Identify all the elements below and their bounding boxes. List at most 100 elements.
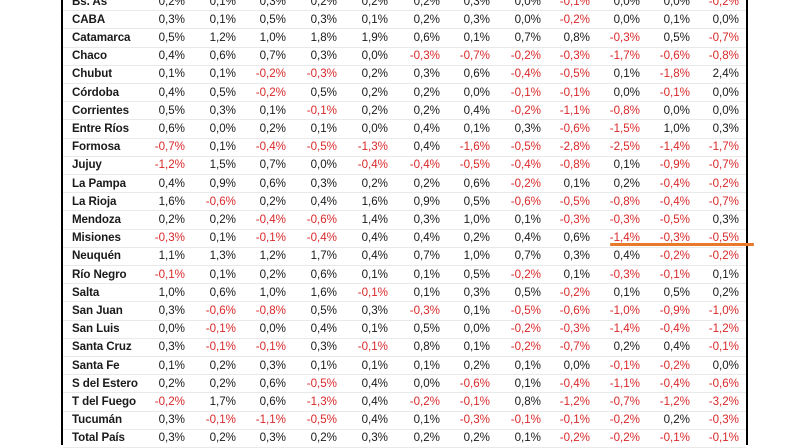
row-label: Mendoza — [72, 212, 121, 226]
row-label: Chubut — [72, 67, 112, 81]
table-cell: 0,1% — [361, 322, 388, 336]
row-label: La Pampa — [72, 176, 126, 190]
row-label: Bs. As — [72, 0, 108, 8]
table-cell: 0,0% — [613, 12, 640, 26]
table-cell: 0,1% — [361, 358, 388, 372]
table-cell: 0,0% — [514, 12, 541, 26]
table-cell: 0,3% — [158, 431, 185, 445]
table-cell: 0,3% — [259, 0, 286, 8]
table-cell: -0,2% — [510, 49, 541, 63]
table-cell: -0,2% — [510, 267, 541, 281]
table-cell: 0,1% — [613, 67, 640, 81]
table-cell: 0,6% — [259, 394, 286, 408]
row-divider — [63, 10, 746, 12]
table-cell: -0,8% — [559, 158, 590, 172]
table-cell: 0,0% — [463, 322, 490, 336]
table-cell: 0,2% — [361, 0, 388, 8]
table-cell: -2,8% — [559, 140, 590, 154]
table-cell: 0,6% — [563, 231, 590, 245]
table-cell: -0,2% — [659, 358, 690, 372]
table-cell: -0,2% — [154, 394, 185, 408]
table-cell: 0,0% — [413, 376, 440, 390]
table-cell: -0,6% — [205, 303, 236, 317]
table-cell: 0,1% — [158, 67, 185, 81]
table-cell: 0,2% — [413, 431, 440, 445]
table-cell: -0,5% — [708, 231, 739, 245]
table-cell: 0,3% — [158, 12, 185, 26]
row-label: Catamarca — [72, 30, 131, 44]
table-cell: -0,3% — [306, 67, 337, 81]
table-cell: 0,6% — [463, 176, 490, 190]
row-divider — [63, 283, 746, 285]
row-label: CABA — [72, 12, 106, 26]
table-cell: 0,6% — [209, 49, 236, 63]
table-cell: 0,4% — [463, 103, 490, 117]
table-cell: 1,0% — [463, 212, 490, 226]
table-cell: 0,1% — [463, 303, 490, 317]
row-divider — [63, 392, 746, 394]
table-cell: 0,2% — [413, 85, 440, 99]
table-cell: 0,7% — [514, 30, 541, 44]
table-cell: -1,2% — [708, 322, 739, 336]
table-cell: 1,5% — [209, 158, 236, 172]
table-cell: 0,4% — [514, 231, 541, 245]
table-cell: 0,7% — [259, 49, 286, 63]
table-row: San Juan 0,3% -0,6% -0,8% 0,5% 0,3% -0,3% 0,1% -… — [63, 302, 746, 320]
table-cell: 1,4% — [361, 212, 388, 226]
table-cell: -0,3% — [708, 413, 739, 427]
table-cell: -0,3% — [559, 49, 590, 63]
table-cell: -0,1% — [659, 267, 690, 281]
table-row: Chaco 0,4% 0,6% 0,7% 0,3% 0,0% -0,3% -0,7% -0,2%… — [63, 47, 746, 65]
table-cell: -0,3% — [154, 231, 185, 245]
table-cell: 0,1% — [259, 103, 286, 117]
table-cell: -0,3% — [659, 231, 690, 245]
table-cell: -0,4% — [659, 322, 690, 336]
table-cell: 0,0% — [663, 0, 690, 8]
table-cell: -0,6% — [708, 376, 739, 390]
table-cell: 0,1% — [209, 67, 236, 81]
table-cell: 0,1% — [209, 267, 236, 281]
table-cell: -0,6% — [659, 49, 690, 63]
table-cell: 0,8% — [514, 394, 541, 408]
table-cell: 0,2% — [310, 0, 337, 8]
table-cell: 0,6% — [259, 176, 286, 190]
row-divider — [63, 410, 746, 412]
table-cell: -0,2% — [559, 285, 590, 299]
table-cell: -0,2% — [708, 0, 739, 8]
table-row: CABA 0,3% 0,1% 0,5% 0,3% 0,1% 0,2% 0,3% 0,0% -0,2… — [63, 11, 746, 29]
table-cell: -0,6% — [510, 194, 541, 208]
table-cell: 0,2% — [413, 103, 440, 117]
table-cell: 0,1% — [413, 358, 440, 372]
table-cell: 0,1% — [413, 285, 440, 299]
table-cell: -0,1% — [205, 322, 236, 336]
table-cell: -1,7% — [708, 140, 739, 154]
table-cell: 0,3% — [361, 431, 388, 445]
table-cell: -0,1% — [459, 394, 490, 408]
table-cell: 0,0% — [613, 0, 640, 8]
table-cell: -0,7% — [154, 140, 185, 154]
table-cell: -0,3% — [609, 212, 640, 226]
table-cell: 0,4% — [158, 49, 185, 63]
table-cell: 0,3% — [361, 303, 388, 317]
table-cell: -0,8% — [609, 194, 640, 208]
table-cell: 0,5% — [310, 85, 337, 99]
table-cell: -1,4% — [609, 322, 640, 336]
table-cell: 0,0% — [158, 322, 185, 336]
table-cell: 0,1% — [413, 413, 440, 427]
row-label: Total País — [72, 431, 125, 445]
table-cell: -0,5% — [306, 376, 337, 390]
table-cell: -0,2% — [510, 176, 541, 190]
table-cell: 0,1% — [209, 140, 236, 154]
table-row: San Luis 0,0% -0,1% 0,0% 0,4% 0,1% 0,5% 0,0% -0,… — [63, 320, 746, 338]
table-cell: 0,0% — [361, 121, 388, 135]
table-cell: -0,3% — [559, 212, 590, 226]
table-cell: -1,3% — [306, 394, 337, 408]
table-cell: -0,4% — [659, 194, 690, 208]
annotation-line — [610, 243, 754, 246]
table-cell: 0,0% — [514, 0, 541, 8]
table-cell: 0,3% — [463, 285, 490, 299]
table-cell: -0,7% — [708, 158, 739, 172]
row-label: Río Negro — [72, 267, 127, 281]
table-cell: -0,2% — [559, 12, 590, 26]
table-cell: 0,1% — [413, 267, 440, 281]
